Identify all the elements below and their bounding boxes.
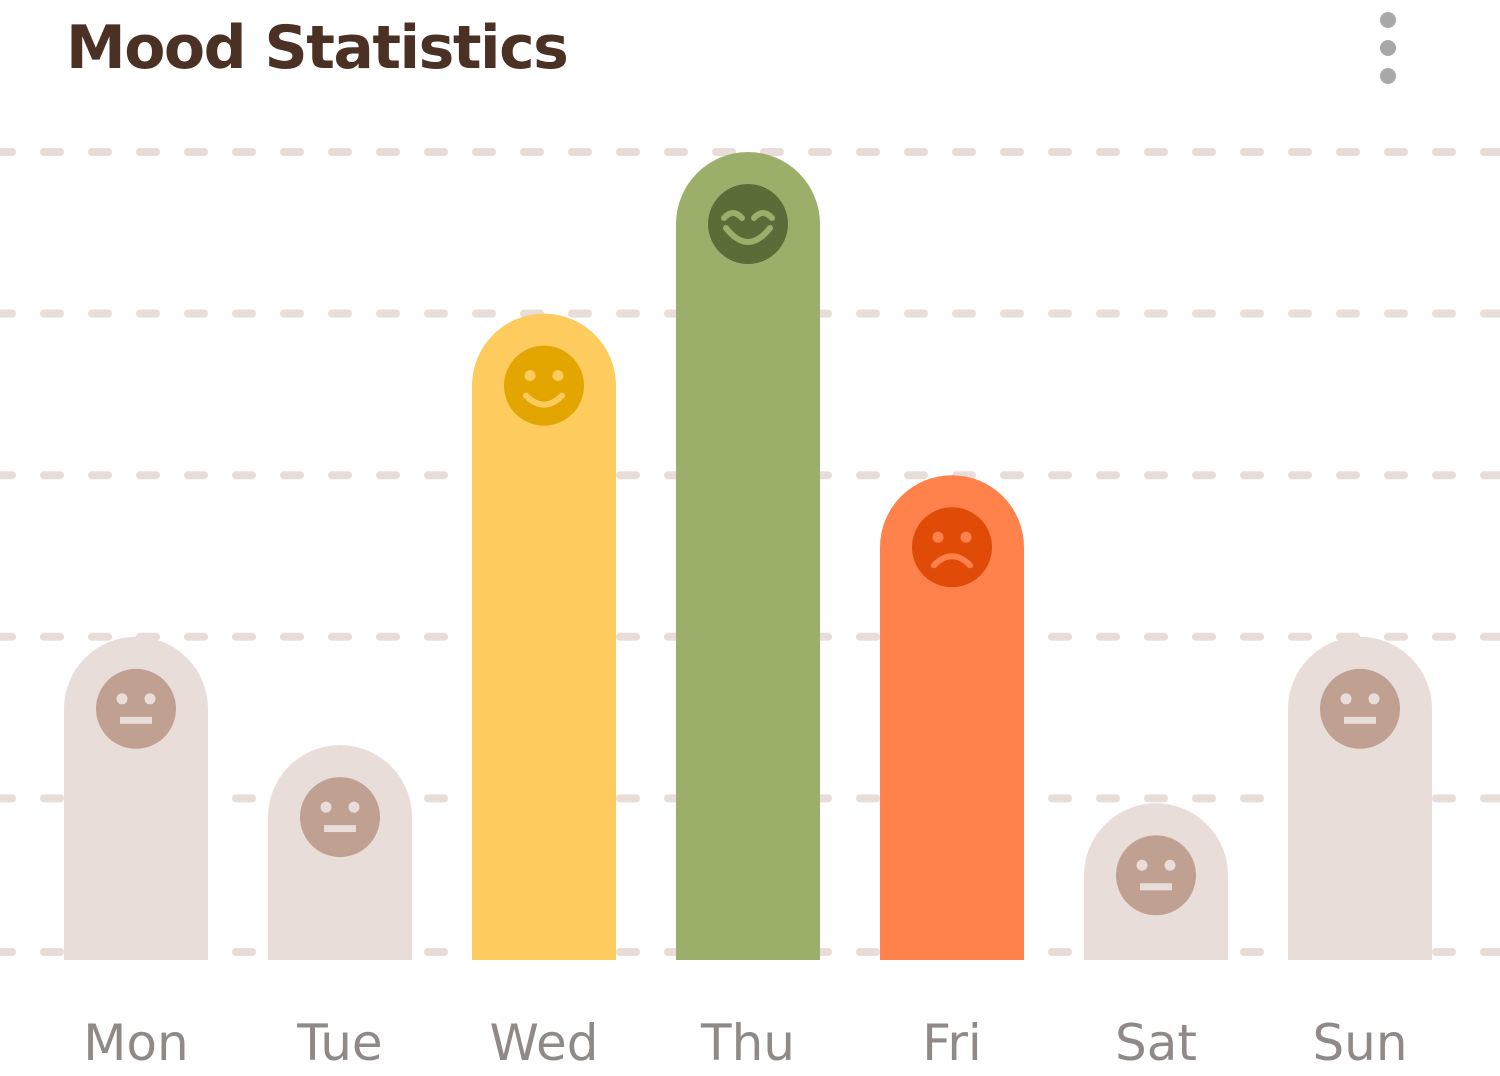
bar-tue[interactable] <box>268 745 412 960</box>
bar-sat[interactable] <box>1084 803 1228 960</box>
bars <box>64 152 1432 960</box>
bar-thu[interactable] <box>676 152 820 960</box>
bar-sun[interactable] <box>1288 636 1432 960</box>
x-label-tue: Tue <box>296 1014 382 1072</box>
neutral-face-icon <box>300 777 380 858</box>
gridlines <box>0 148 1500 956</box>
x-label-fri: Fri <box>922 1014 982 1072</box>
bar-wed[interactable] <box>472 313 616 960</box>
x-label-mon: Mon <box>83 1014 188 1072</box>
neutral-face-icon <box>1116 835 1196 916</box>
neutral-face-icon <box>1320 668 1400 749</box>
bar-mon[interactable] <box>64 636 208 960</box>
happy-face-icon <box>504 345 584 426</box>
more-vertical-icon[interactable] <box>1366 6 1410 90</box>
x-label-sat: Sat <box>1115 1014 1197 1072</box>
sad-face-icon <box>912 507 992 588</box>
x-label-sun: Sun <box>1312 1014 1407 1072</box>
x-label-wed: Wed <box>489 1014 598 1072</box>
page-title: Mood Statistics <box>66 13 569 83</box>
bar-fri[interactable] <box>880 475 1024 960</box>
x-label-thu: Thu <box>700 1014 795 1072</box>
neutral-face-icon <box>96 668 176 749</box>
x-axis-labels: Mon Tue Wed Thu Fri Sat Sun <box>83 1014 1407 1072</box>
joyful-face-icon <box>708 184 788 264</box>
